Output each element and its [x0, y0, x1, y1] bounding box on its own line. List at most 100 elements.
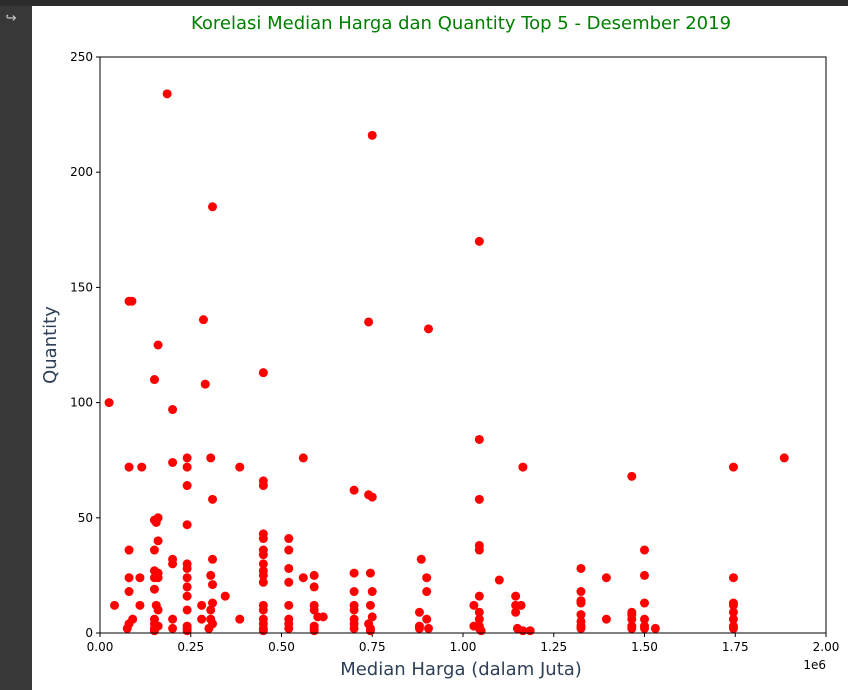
scatter-point: [124, 573, 134, 583]
plot-frame: [99, 56, 827, 634]
scatter-point: [110, 600, 120, 610]
scatter-point: [258, 481, 268, 491]
scatter-point: [494, 575, 504, 585]
scatter-point: [208, 554, 218, 564]
scatter-point: [576, 563, 586, 573]
cell-top-bar: [0, 0, 848, 6]
scatter-point: [206, 605, 216, 615]
scatter-point: [208, 598, 218, 608]
scatter-point: [204, 623, 214, 633]
scatter-point: [640, 570, 649, 580]
scatter-point: [298, 453, 308, 463]
scatter-point: [153, 605, 163, 615]
scatter-point: [728, 462, 738, 472]
scatter-point: [258, 534, 268, 544]
scatter-point: [367, 612, 377, 622]
scatter-point: [284, 563, 294, 573]
scatter-point: [284, 534, 294, 544]
scatter-point: [627, 614, 637, 624]
scatter-point: [424, 623, 434, 633]
scatter-point: [318, 612, 328, 622]
scatter-chart: Korelasi Median Harga dan Quantity Top 5…: [40, 13, 840, 680]
scatter-point: [367, 130, 377, 140]
scatter-point: [309, 570, 319, 580]
scatter-point: [422, 573, 432, 583]
scatter-point: [168, 623, 178, 633]
scatter-point: [576, 587, 586, 597]
scatter-point: [104, 398, 114, 408]
scatter-point: [151, 517, 161, 527]
scatter-point: [182, 605, 192, 615]
scatter-point: [135, 573, 145, 583]
scatter-point: [258, 626, 268, 636]
scatter-point: [149, 584, 159, 594]
scatter-point: [206, 570, 216, 580]
scatter-point: [153, 536, 163, 546]
scatter-point: [284, 600, 294, 610]
scatter-point: [206, 453, 216, 463]
chart-title: Korelasi Median Harga dan Quantity Top 5…: [191, 13, 731, 34]
scatter-point: [182, 591, 192, 601]
scatter-point: [235, 614, 245, 624]
scatter-point: [197, 614, 207, 624]
scatter-point: [149, 545, 159, 555]
scatter-point: [309, 626, 319, 636]
scatter-point: [414, 623, 424, 633]
scatter-point: [258, 605, 268, 615]
x-axis-ticks: 0.00 0.25 0.50 0.75 1.00 1.25 1.50 1.75 2.00: [87, 633, 840, 654]
scatter-point: [474, 545, 484, 555]
scatter-point: [728, 623, 738, 633]
x-tick-label: 1.50: [631, 640, 658, 654]
scatter-point: [182, 563, 192, 573]
x-tick-label: 0.00: [87, 640, 114, 654]
scatter-point: [640, 623, 649, 633]
scatter-point: [182, 453, 192, 463]
scatter-point: [349, 587, 359, 597]
scatter-point: [474, 494, 484, 504]
scatter-point: [182, 481, 192, 491]
x-tick-label: 1.25: [540, 640, 567, 654]
scatter-point: [469, 600, 479, 610]
scatter-point: [168, 614, 178, 624]
scatter-point: [367, 492, 377, 502]
y-tick-label: 250: [70, 50, 93, 64]
output-arrow-icon[interactable]: ↪: [5, 11, 17, 26]
scatter-point: [474, 236, 484, 246]
scatter-point: [349, 568, 359, 578]
scatter-point: [258, 368, 268, 378]
y-axis-label: Quantity: [40, 306, 61, 384]
scatter-point: [518, 462, 528, 472]
scatter-point: [182, 462, 192, 472]
x-tick-label: 2.00: [813, 640, 840, 654]
scatter-point: [422, 614, 432, 624]
scatter-point: [220, 591, 230, 601]
scatter-point: [511, 591, 521, 601]
scatter-points: [104, 89, 789, 636]
scatter-point: [124, 587, 134, 597]
scatter-point: [208, 580, 218, 590]
scatter-point: [516, 600, 526, 610]
scatter-point: [284, 623, 294, 633]
scatter-point: [414, 607, 424, 617]
scatter-point: [135, 600, 145, 610]
y-axis-ticks: 0 50 100 150 200 250: [70, 50, 100, 640]
scatter-point: [525, 626, 535, 636]
x-axis-label: Median Harga (dalam Juta): [340, 659, 582, 680]
scatter-point: [284, 577, 294, 587]
scatter-point: [235, 462, 245, 472]
scatter-point: [640, 598, 649, 608]
scatter-point: [208, 202, 218, 212]
scatter-point: [200, 379, 210, 389]
scatter-point: [197, 600, 207, 610]
scatter-point: [601, 614, 611, 624]
y-tick-label: 150: [70, 280, 93, 294]
y-tick-label: 50: [78, 511, 93, 525]
scatter-point: [474, 614, 484, 624]
cell-output-gutter: ↪: [0, 6, 32, 690]
scatter-point: [650, 623, 660, 633]
scatter-point: [127, 296, 137, 306]
x-axis-offset-label: 1e6: [803, 658, 826, 672]
scatter-point: [182, 582, 192, 592]
scatter-point: [309, 582, 319, 592]
x-tick-label: 0.50: [268, 640, 295, 654]
